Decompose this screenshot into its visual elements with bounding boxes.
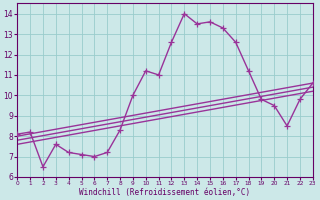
- X-axis label: Windchill (Refroidissement éolien,°C): Windchill (Refroidissement éolien,°C): [79, 188, 251, 197]
